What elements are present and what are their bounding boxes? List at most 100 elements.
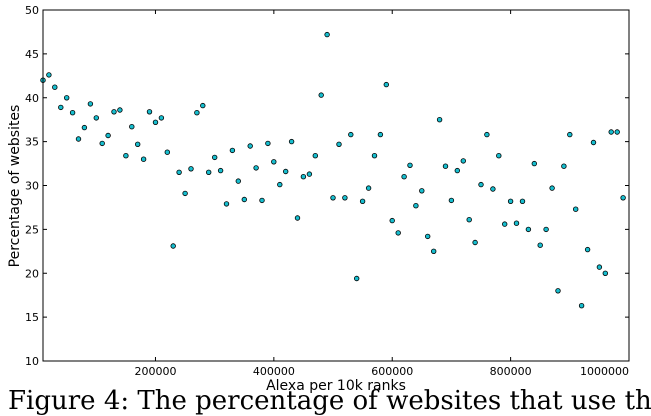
data-point	[359, 198, 366, 204]
data-point	[496, 152, 502, 159]
data-point	[99, 140, 105, 147]
data-point	[205, 169, 212, 175]
data-point	[87, 101, 94, 107]
data-point	[194, 109, 200, 116]
data-point	[537, 242, 543, 248]
data-point	[75, 136, 82, 142]
data-point	[247, 143, 253, 149]
data-point	[134, 141, 141, 147]
data-point	[460, 158, 466, 164]
data-point	[111, 109, 117, 115]
y-tick-label: 45	[25, 48, 39, 61]
data-point	[241, 196, 247, 203]
y-tick-label: 25	[25, 223, 39, 236]
data-point	[342, 195, 348, 201]
data-point	[561, 163, 567, 169]
data-point	[69, 109, 76, 116]
data-point	[129, 123, 135, 130]
data-point	[519, 198, 526, 204]
data-point	[502, 221, 508, 227]
data-point	[217, 167, 224, 174]
x-tick-label: 1000000	[580, 365, 629, 378]
data-point	[442, 163, 449, 169]
data-point	[324, 31, 330, 38]
data-point	[596, 264, 603, 270]
data-point	[531, 160, 537, 167]
data-point	[140, 156, 147, 162]
data-point	[348, 131, 354, 138]
data-point	[413, 202, 419, 209]
figure-caption: Figure 4: The percentage of websites tha…	[8, 386, 651, 416]
data-point	[188, 166, 194, 172]
x-tick-label: 400000	[253, 365, 295, 378]
data-point	[182, 190, 188, 197]
x-tick-label: 200000	[134, 365, 176, 378]
data-point	[63, 95, 70, 101]
y-tick-label: 30	[25, 180, 39, 193]
data-point	[602, 270, 608, 276]
data-point	[58, 104, 64, 111]
data-point	[614, 129, 620, 135]
data-point	[176, 169, 182, 175]
data-point	[354, 275, 360, 282]
data-point	[52, 84, 58, 90]
data-point	[555, 288, 561, 294]
y-tick-label: 15	[25, 311, 39, 324]
x-axis-ticks: 200000 400000 600000 800000 1000000	[134, 10, 630, 378]
x-tick-label: 600000	[371, 365, 413, 378]
data-point	[484, 131, 490, 138]
data-point	[277, 181, 283, 188]
data-point	[472, 239, 478, 246]
data-point	[389, 217, 395, 224]
data-point	[117, 107, 123, 113]
data-point	[81, 124, 88, 131]
data-point	[490, 186, 496, 192]
y-tick-label: 35	[25, 136, 39, 149]
data-point	[513, 220, 520, 226]
y-tick-label: 50	[25, 4, 39, 17]
data-point	[229, 147, 236, 154]
data-point	[253, 165, 259, 171]
data-point	[608, 129, 614, 135]
data-point	[401, 173, 407, 180]
x-tick-label: 800000	[490, 365, 532, 378]
data-point	[395, 230, 401, 236]
y-axis-ticks: 10 15 20 25 30 35 40 45 50	[25, 4, 629, 368]
data-point	[407, 162, 413, 168]
data-point	[164, 149, 170, 155]
data-point	[436, 116, 443, 123]
data-point	[271, 159, 277, 165]
data-point	[288, 138, 295, 145]
data-point	[223, 201, 230, 207]
data-point	[584, 246, 591, 253]
y-tick-label: 40	[25, 92, 39, 105]
plot-frame	[42, 9, 630, 362]
data-point	[152, 119, 159, 125]
data-point	[146, 109, 153, 115]
data-point	[578, 303, 585, 309]
data-point	[419, 188, 425, 194]
data-point	[336, 141, 342, 147]
y-axis-label: Percentage of websites	[7, 105, 23, 268]
data-point	[170, 243, 176, 249]
data-point	[283, 168, 289, 175]
data-point	[318, 92, 324, 98]
data-point	[431, 248, 437, 254]
data-point	[377, 131, 384, 138]
data-point	[330, 195, 336, 201]
data-point	[466, 216, 472, 223]
data-point	[448, 197, 455, 204]
data-point	[525, 226, 532, 233]
data-points	[40, 31, 626, 309]
data-point	[573, 206, 579, 212]
data-point	[549, 185, 555, 191]
data-point	[371, 152, 378, 159]
data-point	[235, 178, 241, 184]
y-tick-label: 10	[25, 355, 39, 368]
data-point	[365, 185, 372, 191]
data-point	[620, 195, 626, 201]
scatter-chart: 200000 400000 600000 800000 1000000 10 15 20 25…	[7, 4, 630, 394]
data-point	[383, 81, 389, 88]
data-point	[300, 173, 307, 180]
data-point	[265, 140, 271, 147]
